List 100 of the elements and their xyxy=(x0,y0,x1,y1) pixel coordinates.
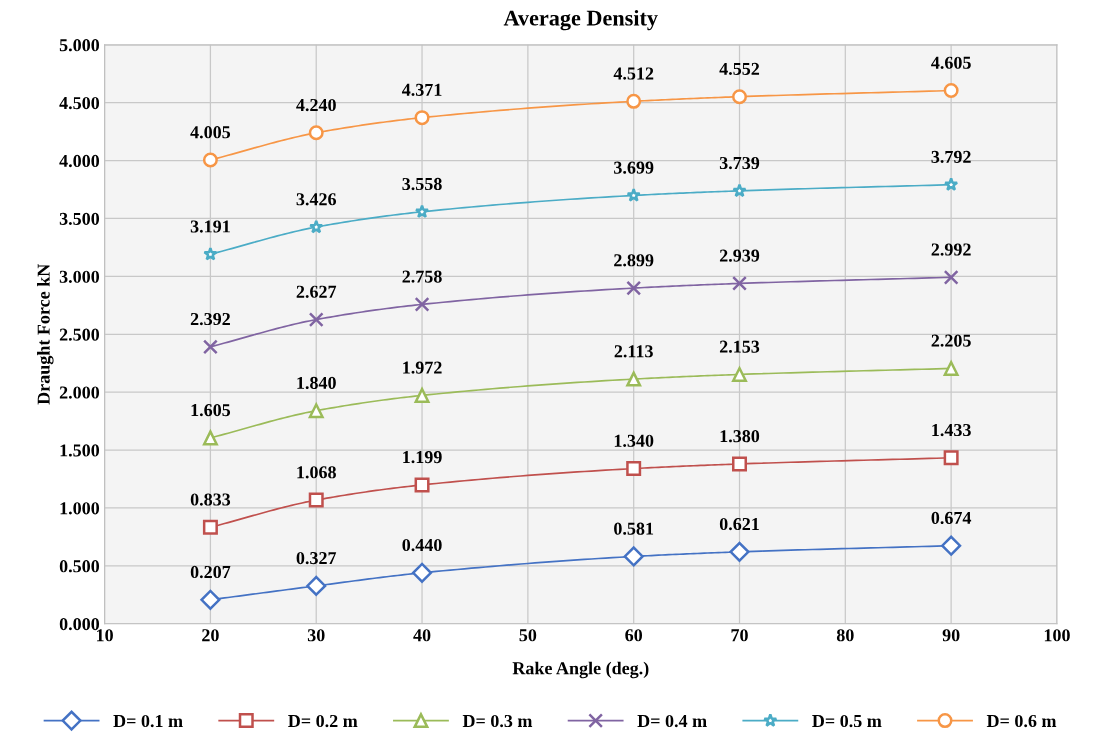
data-label: 4.371 xyxy=(401,83,442,96)
y-tick-label: 2.000 xyxy=(59,386,100,399)
y-tick-label: 4.500 xyxy=(59,96,100,110)
x-tick-label: 100 xyxy=(1044,629,1070,642)
data-label: 2.113 xyxy=(614,345,653,358)
point xyxy=(943,450,959,466)
y-tick-label: 3.000 xyxy=(59,270,100,283)
x-tick-label: 40 xyxy=(413,629,431,642)
data-label: 2.758 xyxy=(402,270,442,283)
point xyxy=(941,535,962,556)
point xyxy=(306,575,327,596)
legend-label: D= 0.3 m xyxy=(462,714,533,728)
data-label: 2.992 xyxy=(931,243,971,256)
legend-label: D= 0.5 m xyxy=(812,714,882,728)
x-tick-label: 60 xyxy=(625,629,643,642)
point xyxy=(626,461,642,477)
point xyxy=(943,269,959,285)
point xyxy=(414,387,430,403)
y-tick-label: 5.000 xyxy=(59,39,100,52)
data-label: 1.199 xyxy=(403,451,442,464)
point xyxy=(202,152,218,168)
data-label: 1.380 xyxy=(720,430,760,443)
legend-label: D= 0.6 m xyxy=(986,714,1057,728)
data-label: 1.840 xyxy=(297,376,336,390)
data-label: 4.605 xyxy=(931,56,971,69)
point xyxy=(626,93,642,109)
data-label: 4.512 xyxy=(613,67,654,80)
point xyxy=(943,360,959,376)
data-label: 2.153 xyxy=(719,340,760,353)
y-tick-label: 1.000 xyxy=(60,502,100,515)
data-label: 4.240 xyxy=(296,98,336,112)
point xyxy=(943,177,959,191)
point xyxy=(732,366,748,382)
point xyxy=(626,280,642,296)
point xyxy=(626,187,641,202)
data-label: 0.581 xyxy=(614,522,654,535)
point xyxy=(623,546,644,567)
point xyxy=(202,519,218,535)
data-label: 1.972 xyxy=(403,361,442,374)
data-label: 2.205 xyxy=(931,334,971,347)
data-label: 3.191 xyxy=(190,220,230,233)
point xyxy=(308,403,324,419)
point xyxy=(414,477,430,493)
y-axis-title: Draught Force kN xyxy=(37,263,54,405)
data-label: 3.558 xyxy=(402,177,442,191)
data-label: 1.340 xyxy=(614,434,654,447)
data-label: 2.627 xyxy=(296,285,337,298)
data-label: 0.327 xyxy=(296,551,337,565)
data-label: 3.699 xyxy=(614,161,654,174)
point xyxy=(202,339,218,355)
point xyxy=(732,89,748,105)
legend-label: D= 0.2 m xyxy=(288,714,358,728)
y-tick-label: 4.000 xyxy=(59,154,100,168)
data-label: 0.440 xyxy=(402,538,442,552)
data-label: 0.833 xyxy=(190,493,231,506)
point xyxy=(414,204,430,219)
point xyxy=(308,312,324,328)
point xyxy=(202,430,218,446)
point xyxy=(729,541,750,562)
legend-label: D= 0.4 m xyxy=(637,714,707,728)
data-label: 4.005 xyxy=(190,126,231,139)
point xyxy=(200,589,221,610)
data-label: 0.207 xyxy=(190,565,231,579)
data-label: 4.552 xyxy=(719,62,760,76)
point xyxy=(732,275,748,291)
data-label: 3.739 xyxy=(719,156,760,170)
data-label: 1.068 xyxy=(297,466,336,479)
x-tick-label: 30 xyxy=(307,629,325,642)
data-label: 0.674 xyxy=(931,511,972,525)
legend-label: D= 0.1 m xyxy=(113,714,183,728)
point xyxy=(414,110,430,126)
point xyxy=(308,492,324,508)
point xyxy=(732,456,748,472)
y-tick-label: 0.000 xyxy=(59,618,100,631)
point xyxy=(732,183,747,198)
point xyxy=(626,371,642,387)
x-tick-label: 50 xyxy=(519,629,537,642)
data-label: 0.621 xyxy=(719,517,759,531)
data-label: 1.433 xyxy=(932,423,971,437)
data-label: 3.792 xyxy=(931,150,971,164)
chart-title: Average Density xyxy=(503,9,658,31)
x-tick-label: 90 xyxy=(942,629,960,642)
y-tick-label: 3.500 xyxy=(59,212,100,226)
data-label: 2.899 xyxy=(614,254,654,267)
x-tick-label: 80 xyxy=(836,629,854,642)
data-label: 2.939 xyxy=(719,249,760,262)
x-tick-label: 20 xyxy=(202,629,219,642)
x-tick-label: 70 xyxy=(731,629,748,642)
y-tick-label: 2.500 xyxy=(59,328,100,341)
point xyxy=(309,219,324,234)
point xyxy=(943,83,959,99)
x-axis-title: Rake Angle (deg.) xyxy=(512,661,649,679)
point xyxy=(203,246,218,261)
point xyxy=(414,296,430,312)
data-label: 2.392 xyxy=(190,312,230,326)
x-tick-label: 10 xyxy=(97,629,113,642)
data-label: 1.605 xyxy=(191,404,231,417)
y-tick-label: 1.500 xyxy=(60,444,100,457)
point xyxy=(411,562,433,583)
point xyxy=(308,125,324,141)
